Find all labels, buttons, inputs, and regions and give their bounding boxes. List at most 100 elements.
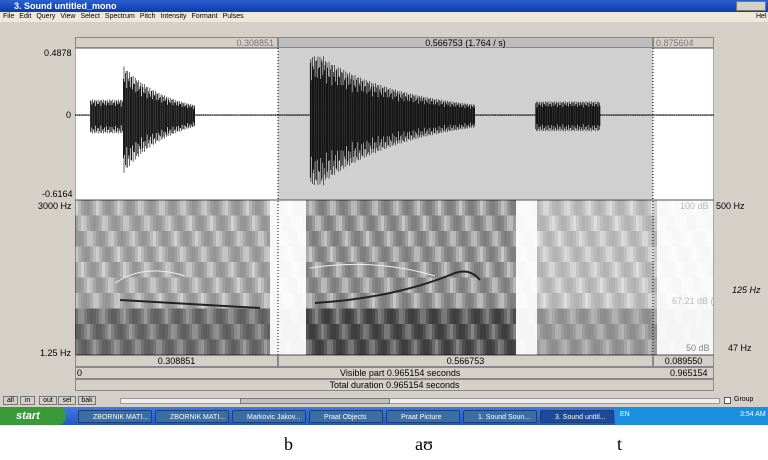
menu-item[interactable]: Query (36, 13, 56, 20)
menu-item[interactable]: Pitch (139, 13, 156, 20)
spectrogram-cell (327, 215, 330, 231)
spectrogram-cell (471, 246, 474, 262)
spectrogram-cell (231, 324, 234, 340)
sel-mid[interactable]: 0.566753 (278, 355, 653, 367)
spectrogram-cell (690, 216, 693, 232)
spectrogram-cell (333, 246, 336, 262)
spectrogram-cell (510, 246, 513, 262)
spectrogram-cell (378, 324, 381, 340)
spectrogram-cell (429, 231, 432, 247)
zoom-button[interactable]: out (39, 396, 57, 405)
menu-item[interactable]: Pulses (222, 13, 244, 20)
task-button[interactable]: ZBORNIK MATI... (78, 410, 152, 423)
spectrogram-cell (510, 324, 513, 340)
spectrogram-cell (267, 200, 270, 216)
menu-item[interactable]: Spectrum (104, 13, 135, 20)
spectrogram-cell (498, 293, 501, 309)
sel-left[interactable]: 0.308851 (75, 355, 278, 367)
menu-item[interactable]: Edit (19, 13, 32, 20)
task-button[interactable]: Markovic Jakov... (232, 410, 306, 423)
spectrogram-cell (162, 200, 165, 216)
spectrogram-cell (504, 231, 507, 247)
task-button[interactable]: 1. Sound Soun... (463, 410, 537, 423)
spectrogram-cell (297, 231, 300, 247)
spectrogram-cell (363, 339, 366, 355)
group-checkbox[interactable] (724, 397, 731, 404)
spectrogram-cell (360, 246, 363, 262)
scroll-thumb[interactable] (240, 398, 390, 404)
spectrogram-cell (93, 231, 96, 247)
spectrogram-cell (438, 200, 441, 216)
spectrogram-cell (636, 262, 639, 278)
language[interactable]: EN (620, 411, 630, 418)
spectrogram-cell (687, 324, 690, 340)
zoom-button[interactable]: bak (78, 396, 96, 405)
tray (615, 407, 768, 425)
task-button[interactable]: Praat Picture (386, 410, 460, 423)
menu-item[interactable]: File (3, 13, 15, 20)
clock: 3:54 AM (740, 411, 766, 418)
spectrogram-cell (294, 293, 297, 309)
spectrogram-cell (543, 277, 546, 293)
spectrogram-cell (159, 293, 162, 309)
zoom-button[interactable]: in (20, 396, 35, 405)
spectrogram-cell (420, 200, 423, 216)
menu-item[interactable]: Intensity (160, 13, 187, 20)
spectrogram-cell (204, 293, 207, 309)
total-duration[interactable]: Total duration 0.965154 seconds (75, 379, 714, 391)
spectrogram-cell (456, 215, 459, 231)
spectrogram-cell (639, 339, 642, 355)
spectrogram-cell (576, 246, 579, 262)
spectrogram-cell (567, 293, 570, 309)
spectrogram-cell (603, 324, 606, 340)
spectrogram-cell (543, 293, 546, 309)
spectrogram-cell (681, 247, 684, 263)
spectrogram-cell (111, 324, 114, 340)
spectrogram-cell (222, 215, 225, 231)
spectrogram-cell (231, 246, 234, 262)
spectrogram-cell (363, 200, 366, 216)
spectrogram-cell (441, 293, 444, 309)
spectrogram-cell (240, 231, 243, 247)
spectrogram-cell (234, 339, 237, 355)
start-button[interactable]: start (0, 407, 66, 425)
visible-bar[interactable] (75, 367, 714, 379)
spectrogram-cell (615, 215, 618, 231)
spectrogram-cell (240, 324, 243, 340)
spectrogram-cell (516, 262, 519, 278)
spectrogram-cell (507, 215, 510, 231)
spectrogram-cell (381, 262, 384, 278)
zoom-button[interactable]: all (3, 396, 18, 405)
spectrogram-cell (129, 200, 132, 216)
spectrogram-cell (141, 308, 144, 324)
spectrogram-cell (543, 262, 546, 278)
spectrogram-cell (300, 278, 303, 294)
spectrogram-cell (336, 246, 339, 262)
menu-item[interactable]: Select (80, 13, 100, 20)
pitch-track (114, 263, 436, 284)
spectrogram-cell (327, 277, 330, 293)
menu-item[interactable]: Formant (191, 13, 218, 20)
spectrogram-cell (375, 324, 378, 340)
window-controls[interactable] (736, 1, 766, 11)
task-button[interactable]: ZBORNIK MATI... (155, 410, 229, 423)
menu-item[interactable]: View (60, 13, 76, 20)
spectrogram-cell (672, 278, 675, 294)
menu-help[interactable]: Hel (756, 13, 767, 20)
spectrogram-cell (471, 339, 474, 355)
spectrogram-cell (639, 231, 642, 247)
zoom-button[interactable]: sel (58, 396, 76, 405)
spectrogram-cell (225, 293, 228, 309)
sel-right[interactable]: 0.089550 (653, 355, 714, 367)
spectrogram-cell (126, 308, 129, 324)
spectrogram-cell (576, 293, 579, 309)
spectrogram-cell (480, 308, 483, 324)
spectrogram-cell (600, 324, 603, 340)
spectrogram-cell (426, 339, 429, 355)
scrollbar[interactable] (120, 398, 720, 404)
task-button[interactable]: 3. Sound untitl... (540, 410, 614, 423)
task-button[interactable]: Praat Objects (309, 410, 383, 423)
spectrogram-cell (279, 200, 282, 216)
spectrogram-cell (468, 262, 471, 278)
spectrogram-cell (279, 339, 282, 355)
